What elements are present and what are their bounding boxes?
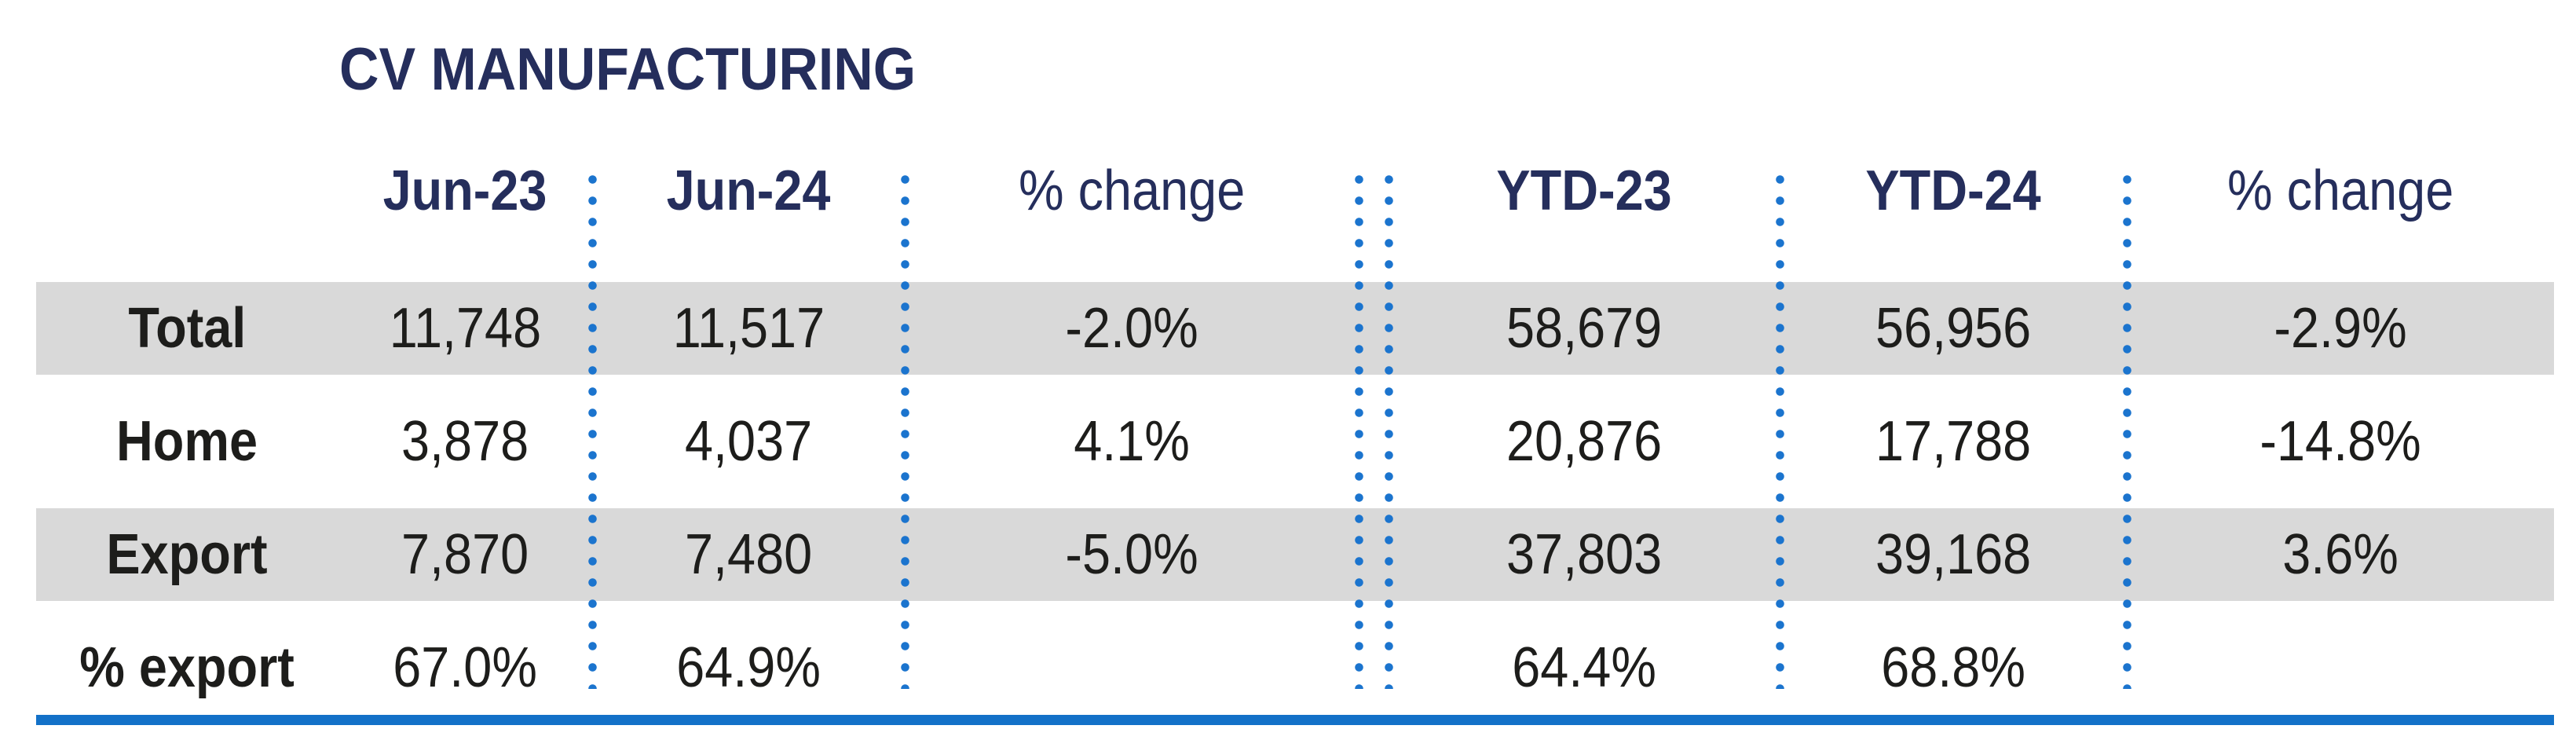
cell-jun23: 11,748 [389,297,541,360]
table-row-total: Total 11,748 11,517 -2.0% 58,679 56,956 … [36,282,2554,375]
column-header-ytd24: YTD-24 [1865,159,2041,222]
dotted-divider [901,169,909,689]
cell-jun24: 11,517 [672,297,825,360]
cell-pct-change-month [905,621,1359,714]
cell-ytd23: 64.4% [1512,636,1656,699]
cell-jun23: 3,878 [401,410,529,473]
cell-jun24: 4,037 [684,410,813,473]
cell-pct-change-month: -2.0% [1065,297,1198,360]
page-title-text: CV MANUFACTURING [339,36,917,103]
dotted-divider [2123,169,2131,689]
column-header-pct-change-ytd: % change [2227,159,2454,222]
cell-jun24: 7,480 [684,523,813,586]
cell-pct-change-month: 4.1% [1074,410,1190,473]
row-label: % export [79,636,295,699]
cell-ytd24: 39,168 [1875,523,2032,586]
dotted-divider-section-left [1355,169,1363,689]
cell-ytd23: 37,803 [1506,523,1663,586]
dotted-divider [588,169,597,689]
dotted-divider [1776,169,1784,689]
row-label: Home [115,410,258,473]
table-row-home: Home 3,878 4,037 4.1% 20,876 17,788 -14.… [36,395,2554,488]
column-header-jun24: Jun-24 [666,159,831,222]
cell-pct-change-ytd: -2.9% [2274,297,2407,360]
table-header-row: Jun-23 Jun-24 % change YTD-23 YTD-24 % c… [36,145,2554,236]
bottom-rule [36,715,2554,725]
row-label: Total [128,297,246,360]
cell-jun23: 67.0% [393,636,537,699]
dotted-divider-section-right [1385,169,1393,689]
column-header-jun23: Jun-23 [382,159,547,222]
row-label: Export [106,523,268,586]
cell-jun24: 64.9% [676,636,821,699]
cv-manufacturing-table: Jun-23 Jun-24 % change YTD-23 YTD-24 % c… [36,0,2554,740]
cell-pct-change-ytd: 3.6% [2282,523,2399,586]
cell-ytd24: 68.8% [1881,636,2025,699]
cell-ytd24: 56,956 [1875,297,2032,360]
column-header-ytd23: YTD-23 [1496,159,1672,222]
table-row-export: Export 7,870 7,480 -5.0% 37,803 39,168 3… [36,508,2554,601]
column-header-pct-change-month: % change [1018,159,1246,222]
page-title: CV MANUFACTURING [339,35,966,104]
cell-ytd23: 58,679 [1506,297,1663,360]
cell-pct-change-month: -5.0% [1065,523,1198,586]
table-row-pct-export: % export 67.0% 64.9% 64.4% 68.8% [36,621,2554,714]
cell-jun23: 7,870 [401,523,529,586]
cell-pct-change-ytd: -14.8% [2259,410,2421,473]
cell-ytd24: 17,788 [1875,410,2032,473]
cell-ytd23: 20,876 [1506,410,1663,473]
header-row-label-spacer [36,145,338,236]
cell-pct-change-ytd [2127,621,2554,714]
